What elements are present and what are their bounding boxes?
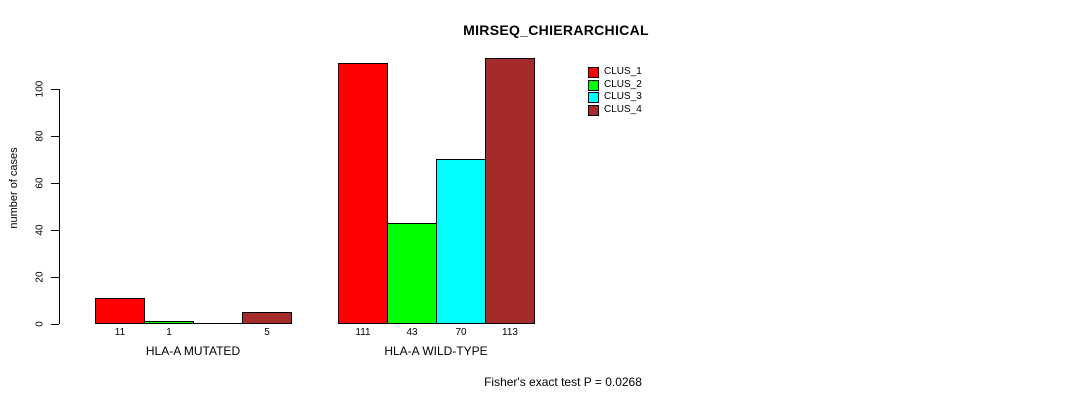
y-axis-tick xyxy=(51,136,59,137)
legend-swatch xyxy=(588,105,599,116)
bar xyxy=(95,298,145,324)
chart-title: MIRSEQ_CHIERARCHICAL xyxy=(463,22,649,38)
y-axis-tick-label: 0 xyxy=(34,321,46,327)
y-axis-tick-label: 20 xyxy=(34,271,46,283)
y-axis-tick xyxy=(51,277,59,278)
y-axis-title: number of cases xyxy=(8,147,20,229)
bar-value-label: 43 xyxy=(406,327,418,338)
y-axis-tick-label: 40 xyxy=(34,224,46,236)
bar xyxy=(144,321,194,324)
bar xyxy=(338,63,388,324)
legend-label: CLUS_1 xyxy=(604,66,642,77)
y-axis-tick-label: 80 xyxy=(34,130,46,142)
bar xyxy=(436,159,486,324)
y-axis-tick xyxy=(51,89,59,90)
bar xyxy=(485,58,535,324)
y-axis-tick-label: 100 xyxy=(34,80,46,98)
bar-value-label: 1 xyxy=(166,327,172,338)
y-axis-line xyxy=(59,89,60,324)
bar xyxy=(242,312,292,324)
x-category-label: HLA-A WILD-TYPE xyxy=(384,344,488,358)
bar-value-label: 70 xyxy=(455,327,467,338)
x-category-label: HLA-A MUTATED xyxy=(145,344,241,358)
statistical-test-annotation: Fisher's exact test P = 0.0268 xyxy=(484,375,642,389)
y-axis-tick-label: 60 xyxy=(34,177,46,189)
legend-label: CLUS_3 xyxy=(604,91,642,102)
legend-swatch xyxy=(588,80,599,91)
legend-swatch xyxy=(588,67,599,78)
legend-label: CLUS_2 xyxy=(604,79,642,90)
legend-label: CLUS_4 xyxy=(604,104,642,115)
bar-value-label: 5 xyxy=(264,327,270,338)
y-axis-tick xyxy=(51,230,59,231)
bar-value-label: 113 xyxy=(502,327,518,338)
bar-value-label: 11 xyxy=(114,327,126,338)
zero-height-bar xyxy=(193,323,243,324)
y-axis-tick xyxy=(51,183,59,184)
legend-swatch xyxy=(588,92,599,103)
y-axis-tick xyxy=(51,324,59,325)
bar-value-label: 111 xyxy=(355,327,371,338)
bar xyxy=(387,223,437,324)
